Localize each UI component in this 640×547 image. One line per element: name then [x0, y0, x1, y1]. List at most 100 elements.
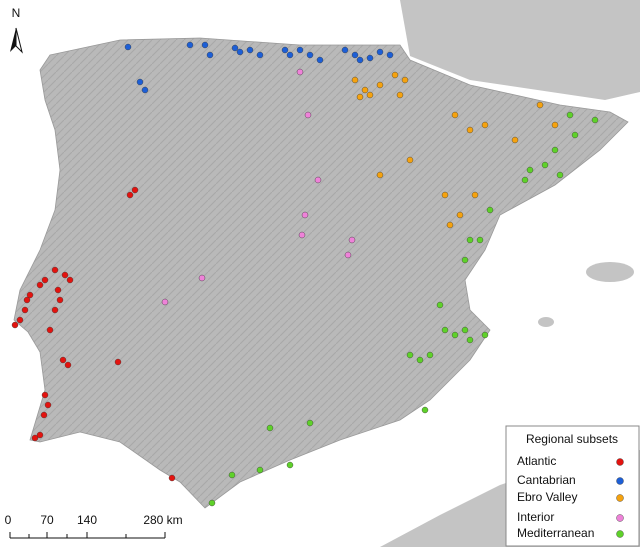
legend-swatch: [616, 514, 624, 522]
legend-swatch: [616, 458, 624, 466]
site-dot: [141, 86, 149, 94]
site-dot: [351, 51, 359, 59]
site-dot: [36, 281, 44, 289]
site-dot: [131, 186, 139, 194]
site-dot: [11, 321, 19, 329]
north-arrow: N: [10, 6, 23, 54]
site-dot: [301, 211, 309, 219]
ibiza: [538, 317, 554, 327]
legend-title: Regional subsets: [526, 432, 618, 446]
site-dot: [40, 411, 48, 419]
legend-label: Interior: [517, 510, 554, 524]
site-dot: [541, 161, 549, 169]
legend-box: [505, 425, 640, 547]
site-dot: [314, 176, 322, 184]
site-dot: [451, 111, 459, 119]
site-dot: [124, 43, 132, 51]
site-dot: [451, 331, 459, 339]
site-dot: [16, 316, 24, 324]
site-dot: [416, 356, 424, 364]
site-dot: [348, 236, 356, 244]
site-dot: [51, 306, 59, 314]
site-dot: [406, 156, 414, 164]
site-dot: [481, 331, 489, 339]
site-dot: [296, 68, 304, 76]
site-dot: [66, 276, 74, 284]
site-dot: [161, 298, 169, 306]
site-dot: [356, 93, 364, 101]
france: [400, 0, 640, 100]
site-dot: [266, 424, 274, 432]
site-dot: [236, 48, 244, 56]
site-dot: [366, 54, 374, 62]
site-dot: [114, 358, 122, 366]
site-dot: [476, 236, 484, 244]
site-dot: [446, 221, 454, 229]
site-dot: [421, 406, 429, 414]
site-dot: [44, 401, 52, 409]
site-dot: [376, 48, 384, 56]
site-dot: [591, 116, 599, 124]
site-dot: [376, 171, 384, 179]
site-dot: [401, 76, 409, 84]
iberia: [13, 37, 629, 509]
site-dot: [521, 176, 529, 184]
site-dot: [566, 111, 574, 119]
site-dot: [64, 361, 72, 369]
legend-items: Atlantic Cantabrian Ebro Valley Interior Med…: [517, 454, 624, 540]
site-dot: [201, 41, 209, 49]
legend-swatch: [616, 477, 624, 485]
site-dot: [136, 78, 144, 86]
site-dot: [51, 266, 59, 274]
site-dot: [466, 236, 474, 244]
scale-label: 0: [5, 513, 12, 527]
site-dot: [511, 136, 519, 144]
site-dot: [26, 291, 34, 299]
site-dot: [198, 274, 206, 282]
site-dot: [59, 356, 67, 364]
legend-label: Atlantic: [517, 454, 556, 468]
site-dot: [361, 86, 369, 94]
site-dot: [481, 121, 489, 129]
site-dot: [208, 499, 216, 507]
site-dot: [426, 351, 434, 359]
site-dot: [21, 306, 29, 314]
site-dot: [46, 326, 54, 334]
site-dot: [246, 46, 254, 54]
mallorca: [586, 262, 634, 282]
site-dot: [304, 111, 312, 119]
site-dot: [296, 46, 304, 54]
site-dot: [536, 101, 544, 109]
site-dot: [206, 51, 214, 59]
site-dot: [461, 256, 469, 264]
site-dot: [56, 296, 64, 304]
north-label: N: [12, 6, 21, 20]
scale-label: 140: [77, 513, 97, 527]
site-dot: [436, 301, 444, 309]
site-dot: [168, 474, 176, 482]
site-dot: [376, 81, 384, 89]
site-dot: [551, 121, 559, 129]
site-dot: [526, 166, 534, 174]
legend-label: Mediterranean: [517, 526, 594, 540]
site-dot: [36, 431, 44, 439]
site-dot: [228, 471, 236, 479]
site-dot: [256, 466, 264, 474]
site-dot: [286, 51, 294, 59]
legend-swatch: [616, 494, 624, 502]
site-dot: [551, 146, 559, 154]
site-dot: [54, 286, 62, 294]
legend-swatch: [616, 530, 624, 538]
scale-bar: [9, 532, 166, 539]
site-dot: [396, 91, 404, 99]
site-dot: [231, 44, 239, 52]
sites: [11, 41, 599, 507]
site-dot: [406, 351, 414, 359]
site-dot: [366, 91, 374, 99]
site-dot: [186, 41, 194, 49]
site-dot: [256, 51, 264, 59]
site-dot: [341, 46, 349, 54]
site-dot: [351, 76, 359, 84]
site-dot: [126, 191, 134, 199]
